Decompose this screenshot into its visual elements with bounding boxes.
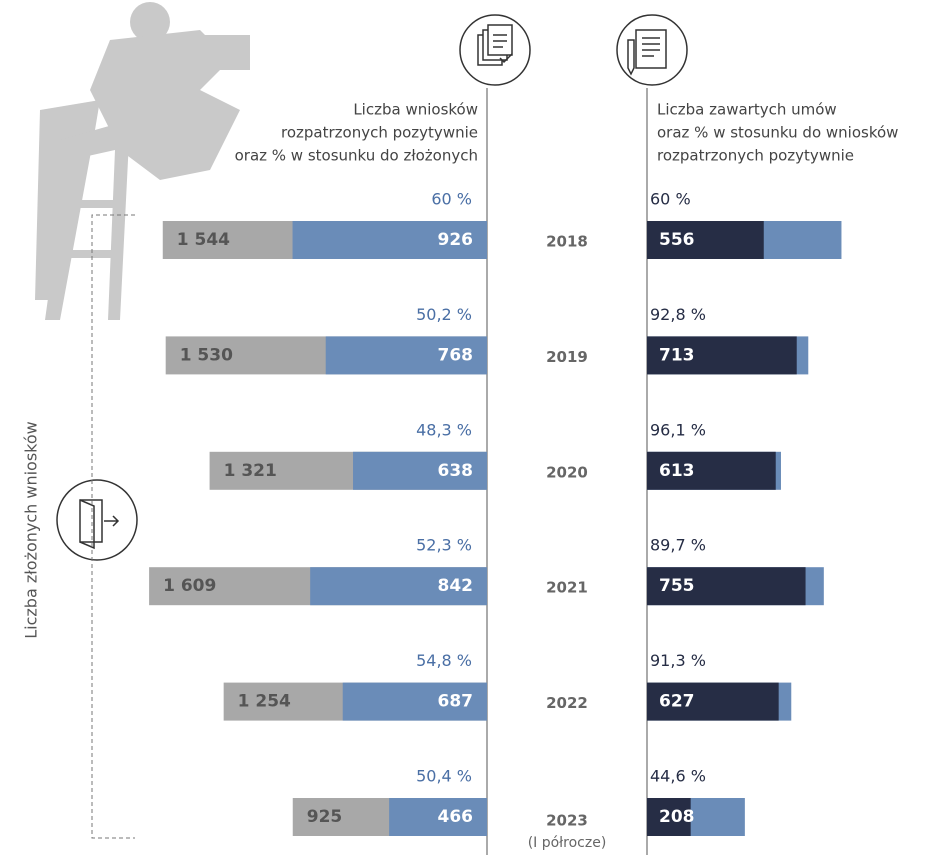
bar-label: 687 xyxy=(438,692,474,712)
bar-label: 926 xyxy=(438,230,474,250)
bar-label: 1 609 xyxy=(163,576,216,596)
share-label: 50,4 % xyxy=(416,767,472,786)
share-label: 60 % xyxy=(650,190,691,209)
left-title: rozpatrzonych pozytywnie xyxy=(281,124,478,142)
share-label: 91,3 % xyxy=(650,651,706,670)
bar-label: 1 254 xyxy=(238,692,291,712)
category-label: 2020 xyxy=(546,463,588,481)
bar-label: 842 xyxy=(438,576,474,596)
bar-label: 466 xyxy=(438,807,474,827)
bar-label: 768 xyxy=(438,345,474,365)
photographer-silhouette xyxy=(35,2,250,320)
share-label: 44,6 % xyxy=(650,767,706,786)
bar-label: 713 xyxy=(659,345,695,365)
right-title: rozpatrzonych pozytywnie xyxy=(657,147,854,165)
category-label: 2018 xyxy=(546,233,588,251)
bar-label: 627 xyxy=(659,692,695,712)
share-label: 52,3 % xyxy=(416,536,472,555)
icon-contract xyxy=(617,15,687,85)
share-label: 96,1 % xyxy=(650,420,706,439)
icon-door xyxy=(57,480,137,560)
bar-label: 1 544 xyxy=(177,230,230,250)
share-label: 92,8 % xyxy=(650,305,706,324)
bar-label: 613 xyxy=(659,461,695,481)
category-label: 2021 xyxy=(546,579,588,597)
right-title: Liczba zawartych umów xyxy=(657,101,837,119)
category-label: 2019 xyxy=(546,348,588,366)
right-title: oraz % w stosunku do wniosków xyxy=(657,124,898,142)
category-label: 2023 xyxy=(546,812,588,830)
bar-label: 1 321 xyxy=(224,461,277,481)
icon-documents xyxy=(460,15,530,85)
bar-label: 556 xyxy=(659,230,695,250)
bar-label: 755 xyxy=(659,576,695,596)
share-label: 60 % xyxy=(431,190,472,209)
bar-label: 925 xyxy=(307,807,343,827)
left-title: oraz % w stosunku do złożonych xyxy=(235,147,478,165)
share-label: 89,7 % xyxy=(650,536,706,555)
left-title: Liczba wniosków xyxy=(353,101,478,119)
share-label: 54,8 % xyxy=(416,651,472,670)
bar-label: 1 530 xyxy=(180,345,233,365)
category-label: 2022 xyxy=(546,694,588,712)
share-label: 48,3 % xyxy=(416,420,472,439)
category-note: (I półrocze) xyxy=(528,835,607,851)
share-label: 50,2 % xyxy=(416,305,472,324)
chart: Liczba złożonych wniosków Liczba wnioskó… xyxy=(0,0,943,855)
bar-label: 208 xyxy=(659,807,695,827)
y-axis-label: Liczba złożonych wniosków xyxy=(22,421,41,639)
bar-label: 638 xyxy=(438,461,474,481)
